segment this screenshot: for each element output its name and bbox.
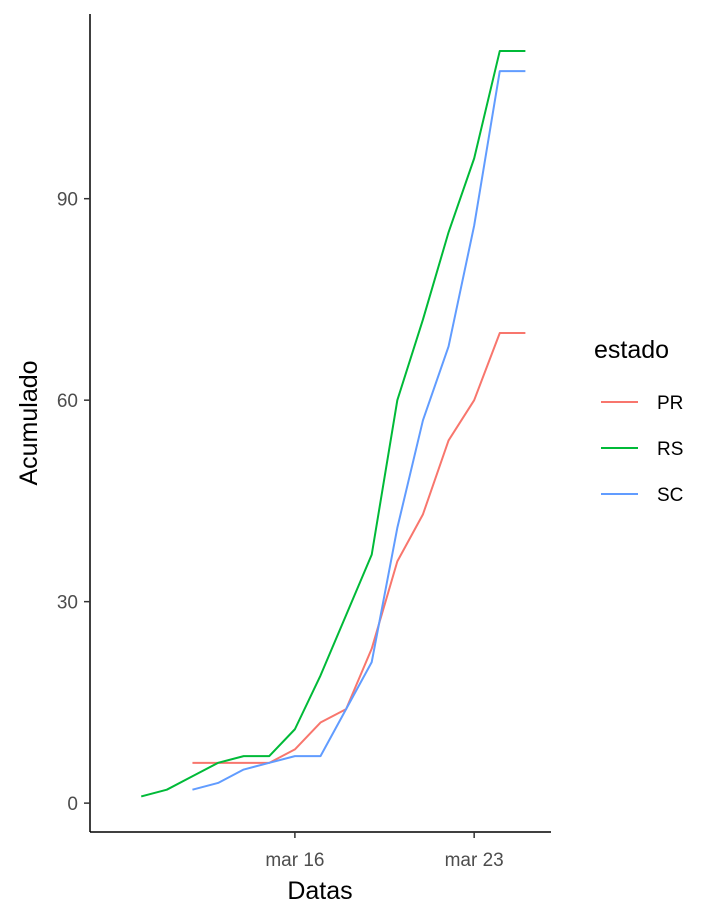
series-line-pr xyxy=(192,332,526,764)
x-axis-title: Datas xyxy=(287,877,352,905)
series-line-sc xyxy=(192,70,526,791)
y-axis-ticks: 0 30 60 90 xyxy=(57,190,90,815)
y-axis-title: Acumulado xyxy=(15,360,43,485)
plot-area xyxy=(140,49,526,798)
y-tick-label: 0 xyxy=(67,794,78,815)
y-tick-label: 90 xyxy=(57,190,78,211)
legend: estado PR RS SC xyxy=(594,336,683,506)
y-tick-label: 60 xyxy=(57,391,78,412)
legend-label-sc: SC xyxy=(657,485,683,506)
legend-label-pr: PR xyxy=(657,393,683,414)
x-tick-label: mar 23 xyxy=(445,850,504,871)
legend-title: estado xyxy=(594,336,669,364)
x-axis-ticks: mar 16 mar 23 xyxy=(265,832,504,871)
legend-label-rs: RS xyxy=(657,439,683,460)
y-tick-label: 30 xyxy=(57,593,78,614)
series-line-rs xyxy=(140,49,526,798)
x-tick-label: mar 16 xyxy=(265,850,324,871)
